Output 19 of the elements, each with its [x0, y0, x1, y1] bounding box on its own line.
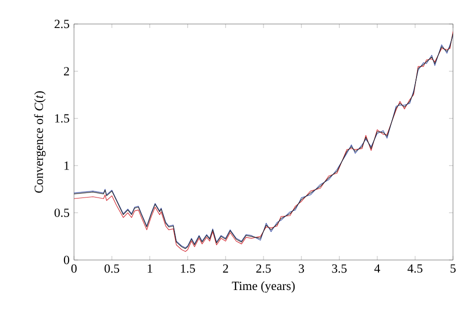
- x-tick-label: 5: [450, 264, 456, 273]
- x-tick-label: 2: [223, 264, 228, 273]
- x-tick-label: 4.5: [408, 264, 422, 273]
- y-tick-label: 1: [64, 161, 69, 170]
- x-tick-label: 3.5: [332, 264, 347, 273]
- y-axis-title: Convergence of C(t): [34, 91, 46, 193]
- x-tick-label: 0: [71, 264, 77, 273]
- x-tick-label: 1.5: [181, 264, 195, 273]
- y-tick-label: 2: [64, 67, 69, 76]
- x-axis-title: Time (years): [232, 281, 295, 293]
- y-tick-label: 1.5: [55, 114, 70, 123]
- x-tick-label: 2.5: [256, 264, 271, 273]
- y-tick-label: 0: [64, 256, 70, 264]
- x-tick-label: 4: [374, 264, 380, 273]
- x-tick-label: 3: [298, 264, 304, 273]
- y-tick-label: 2.5: [54, 20, 70, 28]
- x-tick-label: 1: [148, 264, 152, 273]
- x-tick-label: 0.5: [104, 264, 120, 273]
- y-tick-label: 0.5: [54, 208, 70, 218]
